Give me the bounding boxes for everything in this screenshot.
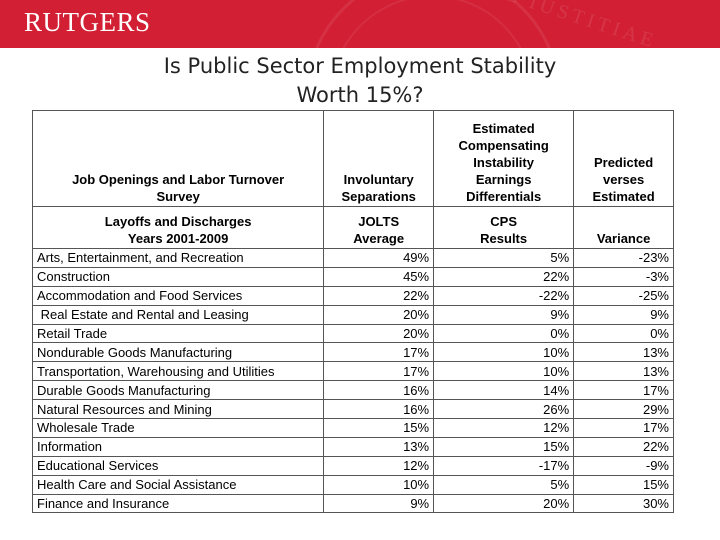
- header-cell-survey: Job Openings and Labor Turnover Survey: [31, 110, 325, 207]
- header-cell-layoffs: Layoffs and Discharges Years 2001-2009: [31, 206, 325, 249]
- variance-cell: 17%: [573, 418, 674, 438]
- table-row: Arts, Entertainment, and Recreation 49% 5%…: [31, 248, 674, 268]
- industry-cell: Educational Services: [31, 455, 325, 476]
- table-row: Real Estate and Rental and Leasing 20% 9% 9…: [31, 304, 674, 325]
- separations-cell: 17%: [323, 342, 435, 363]
- variance-cell: 30%: [573, 493, 674, 514]
- header-row-2: Layoffs and Discharges Years 2001-2009 J…: [31, 206, 674, 249]
- header-banner: SOL IUSTITIAE RUTGERS: [0, 0, 720, 48]
- separations-cell: 10%: [323, 474, 435, 495]
- industry-cell: Information: [31, 436, 325, 457]
- differential-cell: 10%: [433, 342, 575, 363]
- header-cell-variance: Variance: [573, 206, 674, 249]
- table-row: Retail Trade 20% 0% 0%: [31, 323, 674, 344]
- separations-cell: 45%: [323, 266, 435, 287]
- variance-cell: 15%: [573, 474, 674, 495]
- separations-cell: 20%: [323, 304, 435, 325]
- industry-cell: Transportation, Warehousing and Utilitie…: [31, 361, 325, 382]
- variance-cell: 13%: [573, 361, 674, 382]
- industry-cell: Durable Goods Manufacturing: [31, 380, 325, 401]
- table-row: Durable Goods Manufacturing 16% 14% 17%: [31, 380, 674, 401]
- rutgers-logo: RUTGERS: [24, 7, 151, 37]
- table-row: Health Care and Social Assistance 10% 5% 15…: [31, 474, 674, 495]
- differential-cell: 0%: [433, 323, 575, 344]
- differential-cell: 14%: [433, 380, 575, 401]
- industry-cell: Natural Resources and Mining: [31, 399, 325, 420]
- industry-cell: Real Estate and Rental and Leasing: [31, 304, 325, 325]
- header-cell-predicted: Predicted verses Estimated: [573, 110, 674, 207]
- data-table: Job Openings and Labor Turnover Survey I…: [31, 110, 674, 514]
- header-row-1: Job Openings and Labor Turnover Survey I…: [31, 110, 674, 207]
- table-row: Natural Resources and Mining 16% 26% 29%: [31, 399, 674, 420]
- differential-cell: 9%: [433, 304, 575, 325]
- differential-cell: 15%: [433, 436, 575, 457]
- industry-cell: Retail Trade: [31, 323, 325, 344]
- variance-cell: -25%: [573, 285, 674, 306]
- table-row: Transportation, Warehousing and Utilitie…: [31, 361, 674, 382]
- separations-cell: 17%: [323, 361, 435, 382]
- slide-title: Is Public Sector Employment Stability Wo…: [60, 52, 660, 110]
- differential-cell: -22%: [433, 285, 575, 306]
- variance-cell: 13%: [573, 342, 674, 363]
- separations-cell: 9%: [323, 493, 435, 514]
- differential-cell: 10%: [433, 361, 575, 382]
- industry-cell: Nondurable Goods Manufacturing: [31, 342, 325, 363]
- variance-cell: 17%: [573, 380, 674, 401]
- table-row: Accommodation and Food Services 22% -22% -2…: [31, 285, 674, 306]
- table-row: Construction 45% 22% -3%: [31, 266, 674, 287]
- variance-cell: -23%: [573, 248, 674, 268]
- separations-cell: 15%: [323, 418, 435, 438]
- industry-cell: Wholesale Trade: [31, 418, 325, 438]
- title-line-2: Worth 15%?: [296, 83, 424, 107]
- variance-cell: -9%: [573, 455, 674, 476]
- differential-cell: 5%: [433, 248, 575, 268]
- table-row: Information 13% 15% 22%: [31, 436, 674, 457]
- table-row: Wholesale Trade 15% 12% 17%: [31, 418, 674, 438]
- title-line-1: Is Public Sector Employment Stability: [163, 54, 557, 78]
- industry-cell: Accommodation and Food Services: [31, 285, 325, 306]
- header-cell-separations: Involuntary Separations: [323, 110, 435, 207]
- table-row: Nondurable Goods Manufacturing 17% 10% 13%: [31, 342, 674, 363]
- variance-cell: 0%: [573, 323, 674, 344]
- industry-cell: Construction: [31, 266, 325, 287]
- separations-cell: 20%: [323, 323, 435, 344]
- differential-cell: 20%: [433, 493, 575, 514]
- separations-cell: 49%: [323, 248, 435, 268]
- variance-cell: 9%: [573, 304, 674, 325]
- separations-cell: 13%: [323, 436, 435, 457]
- separations-cell: 12%: [323, 455, 435, 476]
- differential-cell: -17%: [433, 455, 575, 476]
- differential-cell: 5%: [433, 474, 575, 495]
- separations-cell: 16%: [323, 380, 435, 401]
- separations-cell: 22%: [323, 285, 435, 306]
- industry-cell: Health Care and Social Assistance: [31, 474, 325, 495]
- variance-cell: -3%: [573, 266, 674, 287]
- header-cell-cps: CPS Results: [433, 206, 575, 249]
- differential-cell: 22%: [433, 266, 575, 287]
- industry-cell: Arts, Entertainment, and Recreation: [31, 248, 325, 268]
- variance-cell: 22%: [573, 436, 674, 457]
- table-row: Educational Services 12% -17% -9%: [31, 455, 674, 476]
- industry-cell: Finance and Insurance: [31, 493, 325, 514]
- separations-cell: 16%: [323, 399, 435, 420]
- differential-cell: 26%: [433, 399, 575, 420]
- variance-cell: 29%: [573, 399, 674, 420]
- differential-cell: 12%: [433, 418, 575, 438]
- header-cell-jolts: JOLTS Average: [323, 206, 435, 249]
- table-row: Finance and Insurance 9% 20% 30%: [31, 493, 674, 514]
- header-cell-differentials: Estimated Compensating Instability Earni…: [433, 110, 575, 207]
